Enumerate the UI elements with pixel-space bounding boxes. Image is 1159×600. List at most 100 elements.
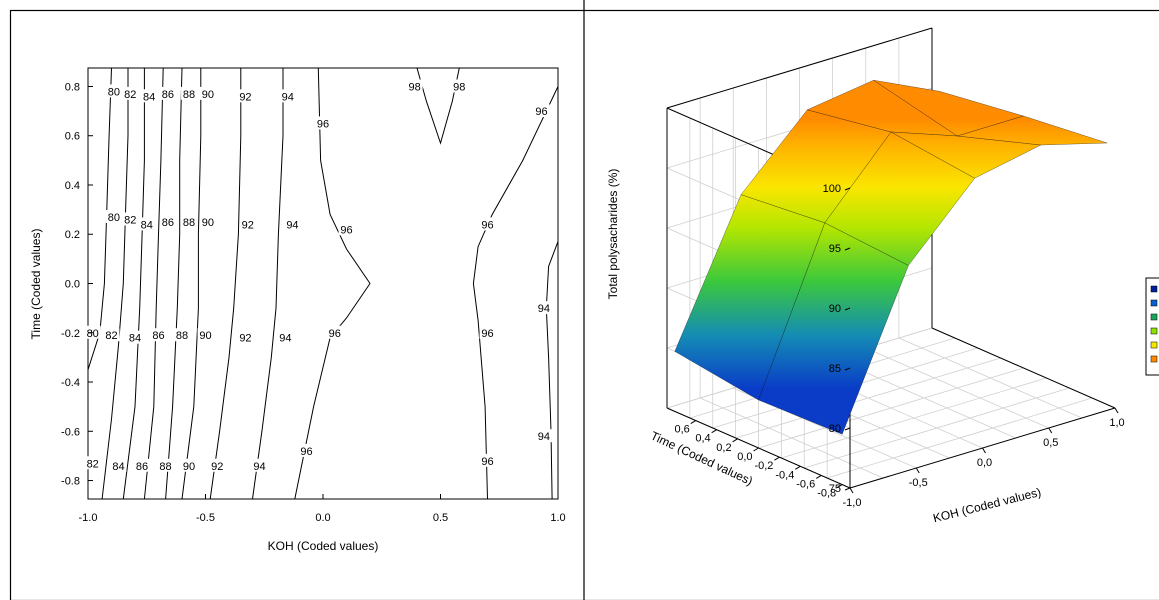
contour-lines: [87, 67, 559, 500]
contour-label-80: 80: [87, 328, 99, 340]
surface-koh-tick-label: -1,0: [843, 497, 862, 509]
contour-line-94: [545, 241, 559, 500]
contour-label-98: 98: [453, 81, 465, 93]
color-legend: [1145, 277, 1159, 376]
contour-y-ticks: 0.8 0.6 0.4 0.2 0.0 -0.2 -0.4 -0.6 -0.8: [61, 81, 93, 488]
contour-line-86: [143, 67, 164, 500]
surface-z-tick-label: 100: [823, 183, 841, 195]
contour-label-94: 94: [282, 91, 294, 103]
figure-frame: [9, 9, 1159, 600]
contour-line-80: [87, 67, 112, 370]
contour-label-90: 90: [202, 89, 214, 101]
legend-swatch: [1150, 313, 1158, 321]
contour-line-96: [294, 67, 371, 500]
contour-x-ticks: -1.0 -0.5 0.0 0.5 1.0: [79, 494, 566, 524]
surface-z-ticks: 75 80 85 90 95 100: [823, 183, 851, 495]
contour-x-tick-label: 0.0: [315, 512, 330, 524]
contour-x-tick-label: -1.0: [79, 512, 98, 524]
contour-plot-area: [87, 67, 559, 500]
contour-label-96: 96: [535, 106, 547, 118]
contour-y-tick-label: 0.2: [65, 229, 80, 241]
contour-line-94: [252, 68, 284, 500]
surface-time-tick-label: -0,8: [817, 488, 836, 500]
legend-swatch: [1150, 327, 1158, 335]
contour-line-96: [472, 86, 559, 500]
surface-time-tick-label: 0,4: [695, 433, 710, 445]
legend-swatch: [1150, 341, 1158, 349]
contour-label-82: 82: [105, 330, 117, 342]
contour-label-92: 92: [239, 333, 251, 345]
surface-koh-tick-label: 1,0: [1109, 417, 1124, 429]
contour-label-80: 80: [108, 86, 120, 98]
contour-label-90: 90: [183, 461, 195, 473]
contour-label-94: 94: [538, 431, 550, 443]
contour-label-88: 88: [176, 330, 188, 342]
contour-x-tick-label: 1.0: [550, 512, 565, 524]
surface-time-tick-label: -0,6: [796, 478, 815, 490]
contour-label-86: 86: [162, 217, 174, 229]
contour-label-94: 94: [253, 461, 265, 473]
surface-time-tick-label: 0,0: [737, 451, 752, 463]
contour-y-tick-label: 0.6: [65, 131, 80, 143]
contour-label-94: 94: [286, 219, 298, 231]
contour-y-axis-label: Time (Coded values): [29, 229, 43, 340]
legend-swatch: [1150, 299, 1158, 307]
contour-label-94: 94: [538, 303, 550, 315]
contour-plot: 80 80 80 82 82 82 82 84 84 84 84 86 86 86 86 88 88 88 88 90…: [29, 67, 566, 553]
contour-label-90: 90: [202, 217, 214, 229]
contour-label-96: 96: [340, 224, 352, 236]
surface-z-tick-label: 85: [829, 363, 841, 375]
contour-label-90: 90: [199, 330, 211, 342]
contour-y-tick-label: -0.8: [61, 476, 80, 488]
contour-labels: 80 80 80 82 82 82 82 84 84 84 84 86 86 86 86 88 88 88 88 90…: [84, 79, 552, 473]
contour-label-98: 98: [409, 81, 421, 93]
surface-time-tick-label: 0,2: [716, 442, 731, 454]
contour-y-tick-label: -0.4: [61, 377, 80, 389]
contour-x-tick-label: 0.5: [433, 512, 448, 524]
contour-label-84: 84: [143, 91, 155, 103]
contour-label-80: 80: [108, 212, 120, 224]
surface-koh-ticks: -1,0 -0,5 0,0 0,5 1,0: [843, 407, 1125, 509]
contour-label-92: 92: [242, 219, 254, 231]
surface-koh-tick-label: 0,5: [1043, 437, 1058, 449]
contour-label-86: 86: [136, 461, 148, 473]
surface-time-tick-label: -0,2: [754, 460, 773, 472]
contour-label-96: 96: [317, 118, 329, 130]
contour-label-88: 88: [159, 461, 171, 473]
contour-label-84: 84: [112, 461, 124, 473]
surface-time-ticks: 0,6 0,4 0,2 0,0-0,2-0,4-0,6-0,8: [674, 420, 843, 500]
contour-x-tick-label: -0.5: [196, 512, 215, 524]
contour-line-92: [209, 68, 242, 500]
contour-x-axis-label: KOH (Coded values): [268, 539, 379, 553]
contour-label-88: 88: [183, 89, 195, 101]
contour-label-96: 96: [300, 446, 312, 458]
surface-z-tick-label: 75: [829, 483, 841, 495]
contour-y-tick-label: 0.8: [65, 81, 80, 93]
contour-label-82: 82: [124, 89, 136, 101]
contour-label-84: 84: [129, 333, 141, 345]
contour-label-92: 92: [211, 461, 223, 473]
contour-label-96: 96: [481, 328, 493, 340]
contour-label-88: 88: [183, 217, 195, 229]
surface-z-axis-label: Total polysacharides (%): [606, 169, 620, 300]
surface-patch: [957, 115, 1108, 146]
legend-swatch: [1150, 285, 1158, 293]
surface-koh-tick-label: -0,5: [909, 477, 928, 489]
surface-z-tick-label: 90: [829, 303, 841, 315]
contour-label-82: 82: [124, 214, 136, 226]
contour-label-92: 92: [239, 91, 251, 103]
surface-time-tick-label: 0,6: [674, 424, 689, 436]
contour-line-90: [181, 68, 202, 500]
legend-swatch: [1150, 355, 1158, 363]
surface-z-tick-label: 95: [829, 243, 841, 255]
contour-label-94: 94: [279, 333, 291, 345]
contour-line-84: [122, 68, 145, 500]
surface-koh-tick-label: 0,0: [977, 457, 992, 469]
contour-line-82: [101, 68, 129, 500]
contour-label-96: 96: [329, 328, 341, 340]
contour-y-tick-label: 0.0: [65, 279, 80, 291]
contour-y-tick-label: -0.6: [61, 426, 80, 438]
surface-mesh: [674, 79, 1108, 435]
contour-label-96: 96: [481, 219, 493, 231]
